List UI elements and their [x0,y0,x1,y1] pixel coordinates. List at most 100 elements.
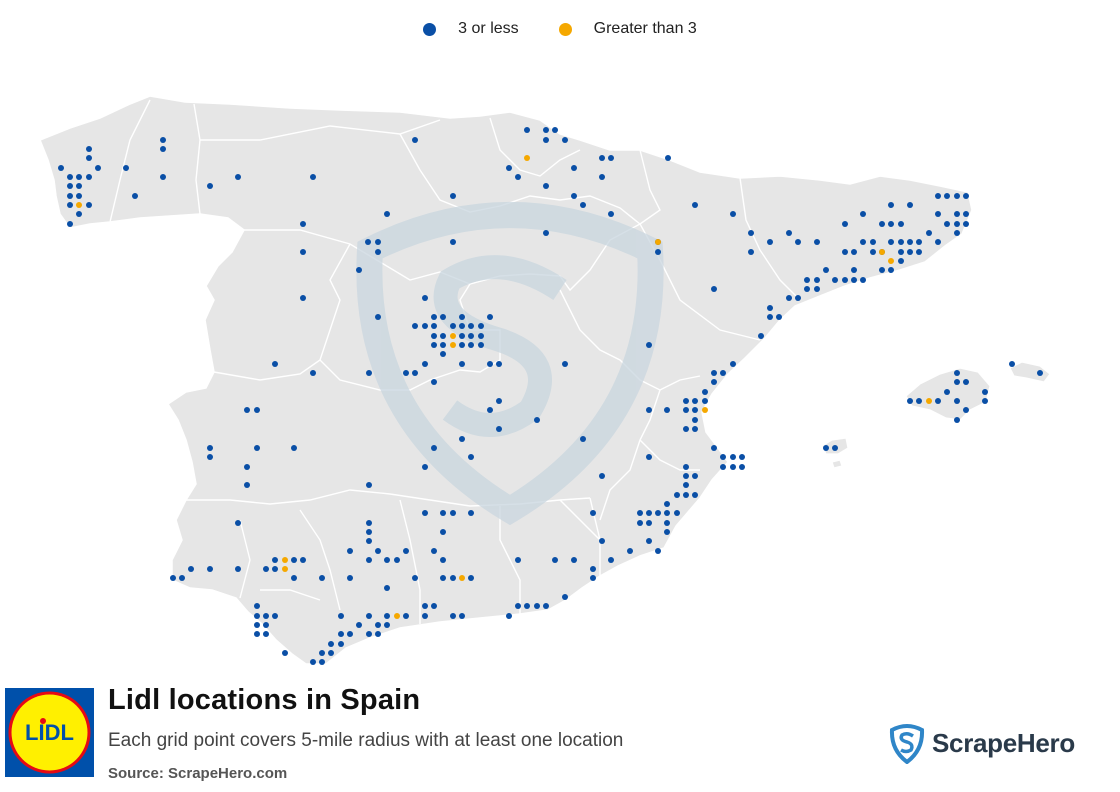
location-point-low [888,202,894,208]
location-point-low [459,436,465,442]
location-point-low [692,398,698,404]
location-point-low [851,277,857,283]
lidl-logo-text: LIDL [25,720,74,745]
legend-label-low: 3 or less [458,20,519,37]
location-point-low [842,249,848,255]
location-point-low [664,510,670,516]
location-point-low [683,426,689,432]
location-point-low [692,202,698,208]
location-point-high [524,155,530,161]
location-point-low [655,548,661,554]
legend-item-low: 3 or less [423,20,519,38]
location-point-low [860,277,866,283]
location-point-low [692,426,698,432]
location-point-low [954,211,960,217]
location-point-low [366,482,372,488]
location-point-low [478,333,484,339]
location-point-low [422,361,428,367]
location-point-low [599,155,605,161]
location-point-low [954,417,960,423]
location-point-low [637,520,643,526]
location-point-low [702,398,708,404]
location-point-low [683,398,689,404]
location-point-low [534,417,540,423]
location-point-low [664,407,670,413]
location-point-low [347,631,353,637]
location-point-low [272,361,278,367]
location-point-low [907,398,913,404]
location-point-low [375,631,381,637]
location-point-low [552,127,558,133]
location-point-low [375,239,381,245]
location-point-low [571,193,577,199]
location-point-low [207,566,213,572]
location-point-low [608,557,614,563]
scrapehero-brand: ScrapeHero [888,722,1075,764]
location-point-low [235,174,241,180]
location-point-low [440,333,446,339]
location-point-low [338,631,344,637]
location-point-low [786,230,792,236]
location-point-low [543,230,549,236]
location-point-low [170,575,176,581]
location-point-low [758,333,764,339]
location-point-low [300,221,306,227]
location-point-low [310,174,316,180]
location-point-low [300,295,306,301]
shield-s-icon [889,724,925,764]
location-point-low [767,314,773,320]
location-point-low [646,407,652,413]
location-point-low [823,267,829,273]
location-point-low [67,221,73,227]
location-point-low [160,146,166,152]
location-point-low [263,613,269,619]
location-point-low [739,464,745,470]
location-point-low [459,314,465,320]
location-point-low [356,622,362,628]
location-point-low [795,239,801,245]
location-point-low [683,473,689,479]
location-point-low [403,370,409,376]
location-point-low [235,566,241,572]
location-point-low [188,566,194,572]
location-point-high [394,613,400,619]
location-point-low [86,202,92,208]
location-point-low [272,613,278,619]
location-point-low [394,557,400,563]
location-point-low [440,314,446,320]
location-point-low [384,557,390,563]
location-point-low [506,165,512,171]
location-point-low [86,146,92,152]
location-point-low [608,155,614,161]
location-point-low [422,464,428,470]
location-point-low [440,510,446,516]
location-point-low [571,557,577,563]
location-point-low [412,370,418,376]
location-point-low [375,249,381,255]
location-point-low [58,165,64,171]
location-point-low [590,566,596,572]
location-point-low [982,389,988,395]
location-point-low [898,221,904,227]
location-point-low [207,454,213,460]
location-point-low [384,622,390,628]
location-point-low [160,174,166,180]
location-point-low [468,342,474,348]
location-point-low [637,510,643,516]
location-point-low [627,548,633,554]
formentera-island [831,459,843,469]
location-point-low [450,239,456,245]
location-point-low [963,379,969,385]
location-point-low [356,267,362,273]
location-point-low [431,333,437,339]
location-point-low [282,650,288,656]
location-point-low [431,548,437,554]
location-point-low [254,407,260,413]
location-point-low [665,155,671,161]
location-point-low [608,211,614,217]
location-point-low [86,155,92,161]
location-point-low [916,239,922,245]
location-point-low [263,622,269,628]
location-point-low [310,370,316,376]
location-point-low [319,650,325,656]
